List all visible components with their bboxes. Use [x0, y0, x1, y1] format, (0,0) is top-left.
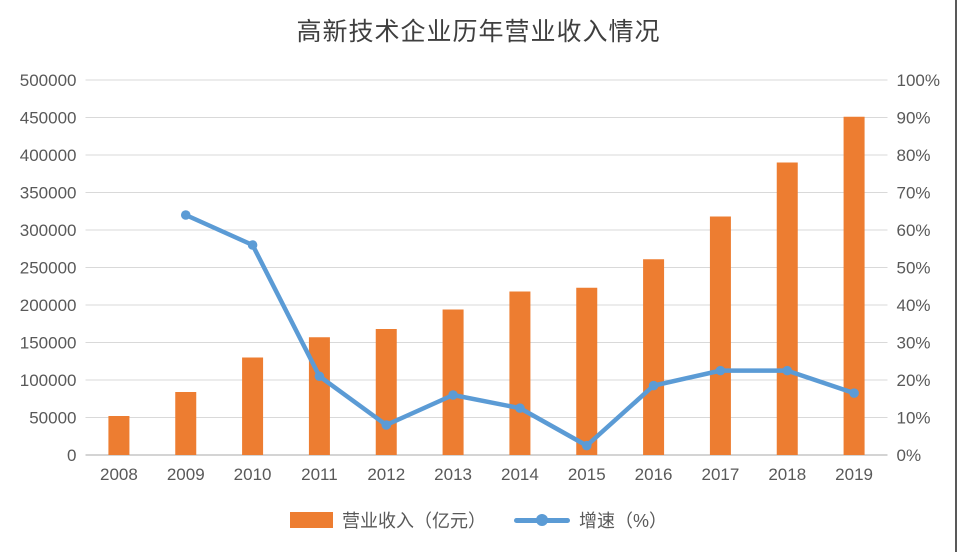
right-axis-tick-label: 50% [897, 259, 931, 278]
growth-line-marker [314, 371, 325, 382]
x-axis-tick-label: 2009 [167, 465, 205, 484]
x-axis-tick-label: 2014 [501, 465, 539, 484]
right-axis-tick-label: 30% [897, 334, 931, 353]
left-axis-tick-label: 350000 [20, 184, 77, 203]
left-axis-tick-label: 200000 [20, 296, 77, 315]
right-axis-tick-label: 10% [897, 409, 931, 428]
x-axis-tick-label: 2017 [702, 465, 740, 484]
chart-legend: 营业收入（亿元） 增速（%） [0, 505, 957, 535]
x-axis-tick-label: 2018 [768, 465, 806, 484]
x-axis-tick-label: 2015 [568, 465, 606, 484]
growth-line-marker [180, 210, 191, 220]
right-axis-tick-label: 90% [897, 109, 931, 128]
revenue-bar [308, 337, 330, 455]
left-axis-tick-label: 300000 [20, 221, 77, 240]
growth-line-marker [849, 388, 859, 398]
revenue-bar [843, 116, 865, 455]
revenue-bar [242, 357, 264, 455]
growth-legend-marker-dot [535, 514, 548, 526]
growth-line-marker [381, 420, 392, 430]
revenue-bar [643, 259, 665, 455]
growth-legend-label: 增速（%） [578, 511, 667, 531]
chart-title: 高新技术企业历年营业收入情况 [296, 19, 661, 46]
growth-line-marker [515, 403, 525, 413]
revenue-bar [108, 416, 130, 455]
revenue-legend-label: 营业收入（亿元） [341, 511, 486, 531]
revenue-bar [709, 216, 731, 455]
x-axis-tick-label: 2016 [635, 465, 673, 484]
legend-item-growth: 增速（%） [513, 507, 667, 533]
left-axis-tick-label: 450000 [20, 109, 77, 128]
x-axis-tick-label: 2010 [234, 465, 272, 484]
left-axis-tick-label: 50000 [29, 409, 76, 428]
growth-line-marker [247, 240, 258, 250]
growth-line-marker [581, 440, 592, 451]
growth-line-marker [715, 365, 726, 376]
left-axis-tick-label: 100000 [20, 371, 77, 390]
growth-line-marker [448, 390, 458, 400]
growth-legend-swatch [513, 514, 570, 526]
x-axis-tick-label: 2008 [100, 465, 138, 484]
growth-line-marker [782, 365, 793, 376]
legend-item-revenue: 营业收入（亿元） [289, 507, 486, 533]
growth-line-marker [648, 380, 659, 391]
x-axis-tick-label: 2013 [434, 465, 472, 484]
right-axis-tick-label: 40% [897, 296, 931, 315]
revenue-bar [375, 329, 397, 455]
left-axis-tick-label: 500000 [20, 71, 77, 90]
left-axis-tick-label: 150000 [20, 334, 77, 353]
left-axis-tick-label: 400000 [20, 146, 77, 165]
right-axis-tick-label: 80% [897, 146, 931, 165]
right-axis-tick-label: 70% [897, 184, 931, 203]
right-axis-tick-label: 100% [897, 71, 940, 90]
revenue-bar [576, 287, 598, 455]
revenue-bar [442, 309, 464, 455]
revenue-legend-swatch [289, 512, 333, 528]
left-axis-tick-label: 0 [67, 446, 76, 465]
right-axis-tick-label: 60% [897, 221, 931, 240]
x-axis-tick-label: 2012 [367, 465, 405, 484]
x-axis-tick-label: 2019 [835, 465, 873, 484]
window-right-border [955, 0, 957, 552]
revenue-bar [175, 392, 197, 455]
left-axis-tick-label: 250000 [20, 259, 77, 278]
revenue-bar [509, 291, 531, 455]
right-axis-tick-label: 0% [897, 446, 922, 465]
x-axis-tick-label: 2011 [301, 465, 338, 484]
revenue-bar [776, 162, 798, 455]
right-axis-tick-label: 20% [897, 371, 931, 390]
